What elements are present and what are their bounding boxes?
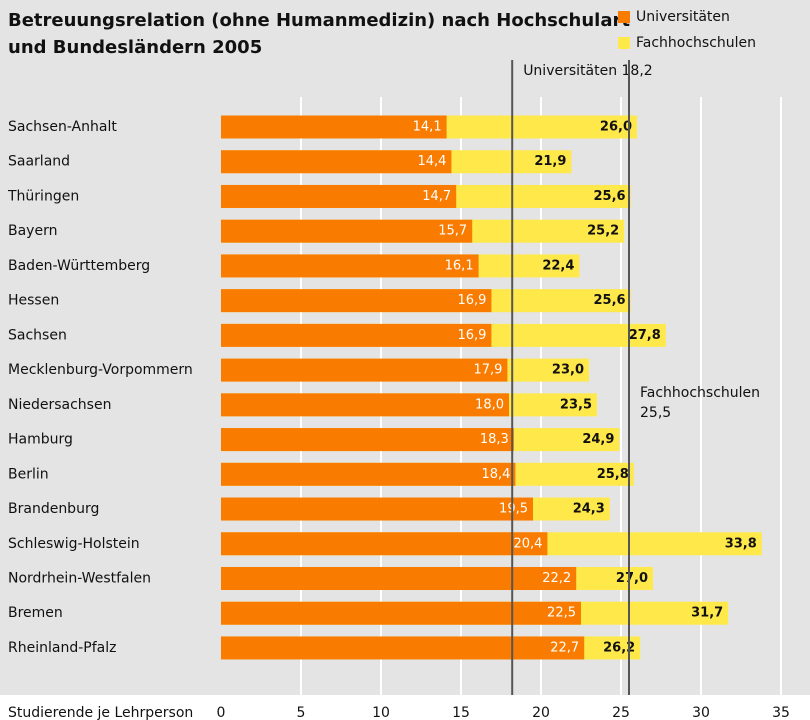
value-label: 25,2 xyxy=(587,224,619,239)
bar xyxy=(221,636,585,660)
value-label: 18,4 xyxy=(481,467,510,482)
value-label: 25,6 xyxy=(594,293,626,308)
y-tick-label: Bremen xyxy=(8,605,63,621)
y-tick-label: Hessen xyxy=(8,293,59,309)
value-label: 26,2 xyxy=(603,640,635,655)
reference-label: 25,5 xyxy=(640,405,671,421)
value-label: 21,9 xyxy=(534,154,566,169)
value-label: 27,8 xyxy=(629,328,661,343)
bar xyxy=(221,428,514,452)
value-label: 31,7 xyxy=(691,606,723,621)
value-label: 20,4 xyxy=(513,536,542,551)
bar xyxy=(221,254,479,278)
x-tick-label: 0 xyxy=(217,705,226,720)
value-label: 25,8 xyxy=(597,467,629,482)
value-label: 14,4 xyxy=(417,154,446,169)
bar xyxy=(221,532,548,556)
value-label: 14,7 xyxy=(422,189,451,204)
legend-label: Fachhochschulen xyxy=(636,35,756,51)
x-tick-label: 30 xyxy=(692,705,710,720)
x-axis-label: Studierende je Lehrperson xyxy=(8,705,193,720)
bar xyxy=(221,184,457,208)
value-label: 27,0 xyxy=(616,571,648,586)
y-tick-label: Berlin xyxy=(8,466,49,482)
value-label: 22,7 xyxy=(550,640,579,655)
y-tick-label: Hamburg xyxy=(8,432,73,448)
chart-title: Betreuungsrelation (ohne Humanmedizin) n… xyxy=(8,10,630,31)
y-tick-label: Rheinland-Pfalz xyxy=(8,640,116,656)
axis-band xyxy=(0,695,810,720)
bar xyxy=(221,393,509,417)
value-label: 14,1 xyxy=(413,120,442,135)
bar xyxy=(221,323,492,347)
y-tick-label: Thüringen xyxy=(7,188,79,204)
value-label: 23,0 xyxy=(552,363,584,378)
y-tick-label: Sachsen xyxy=(8,327,67,343)
value-label: 26,0 xyxy=(600,120,632,135)
value-label: 16,1 xyxy=(445,258,474,273)
y-tick-label: Nordrhein-Westfalen xyxy=(8,570,151,586)
x-tick-label: 5 xyxy=(297,705,306,720)
value-label: 16,9 xyxy=(457,328,486,343)
bar xyxy=(221,289,492,313)
x-tick-label: 10 xyxy=(372,705,390,720)
y-tick-label: Brandenburg xyxy=(8,501,99,517)
y-tick-label: Bayern xyxy=(8,223,57,239)
bar xyxy=(221,358,508,382)
reference-label: Fachhochschulen xyxy=(640,385,760,401)
x-tick-label: 15 xyxy=(452,705,470,720)
y-tick-label: Mecklenburg-Vorpommern xyxy=(8,362,193,378)
bar xyxy=(221,462,516,486)
value-label: 33,8 xyxy=(725,536,757,551)
bar xyxy=(221,497,533,521)
value-label: 15,7 xyxy=(438,224,467,239)
value-label: 19,5 xyxy=(499,502,528,517)
value-label: 18,3 xyxy=(480,432,509,447)
y-tick-label: Saarland xyxy=(8,154,70,170)
bar xyxy=(221,150,452,174)
value-label: 18,0 xyxy=(475,397,504,412)
value-label: 22,4 xyxy=(542,258,574,273)
bar xyxy=(221,115,447,139)
reference-label: Universitäten 18,2 xyxy=(523,63,653,79)
x-tick-label: 20 xyxy=(532,705,550,720)
value-label: 23,5 xyxy=(560,397,592,412)
y-tick-label: Niedersachsen xyxy=(8,397,111,413)
bar xyxy=(221,601,581,625)
y-tick-label: Sachsen-Anhalt xyxy=(8,119,117,135)
chart-title: und Bundesländern 2005 xyxy=(8,37,262,58)
x-tick-label: 35 xyxy=(772,705,790,720)
value-label: 22,2 xyxy=(542,571,571,586)
bar xyxy=(221,566,577,590)
legend-label: Universitäten xyxy=(636,9,730,25)
bar xyxy=(221,219,473,243)
value-label: 25,6 xyxy=(594,189,626,204)
y-tick-label: Baden-Württemberg xyxy=(8,258,150,274)
x-tick-label: 25 xyxy=(612,705,630,720)
y-tick-label: Schleswig-Holstein xyxy=(8,536,140,552)
legend-swatch xyxy=(618,11,630,23)
value-label: 24,9 xyxy=(582,432,614,447)
value-label: 16,9 xyxy=(457,293,486,308)
value-label: 24,3 xyxy=(573,502,605,517)
legend-swatch xyxy=(618,37,630,49)
value-label: 22,5 xyxy=(547,606,576,621)
value-label: 17,9 xyxy=(473,363,502,378)
